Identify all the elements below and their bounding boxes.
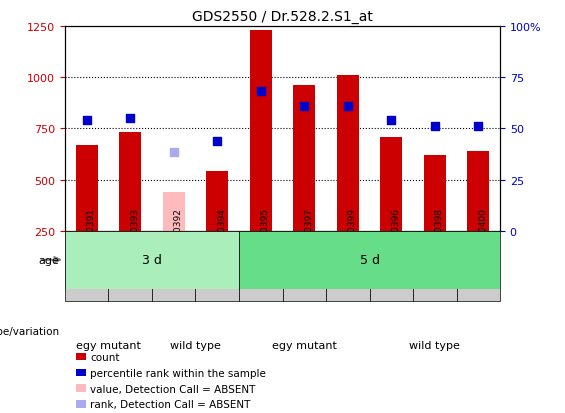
Text: age: age (38, 255, 59, 265)
Bar (457, 231, 500, 301)
Title: GDS2550 / Dr.528.2.S1_at: GDS2550 / Dr.528.2.S1_at (192, 10, 373, 24)
Bar (250, 31, 272, 231)
Bar (326, 231, 370, 301)
Bar (239, 231, 500, 289)
Point (82, 118, 92, 124)
Text: percentile rank within the sample: percentile rank within the sample (90, 368, 266, 378)
Bar (65, 231, 108, 301)
Text: GSM130393: GSM130393 (131, 207, 139, 262)
Point (212, 138, 221, 145)
Point (431, 124, 440, 131)
Text: GSM130395: GSM130395 (261, 207, 270, 262)
Text: count: count (90, 352, 120, 362)
Bar (152, 231, 195, 301)
Bar (424, 156, 446, 231)
Bar (65, 231, 239, 289)
Bar (337, 76, 359, 231)
Text: GSM130399: GSM130399 (347, 207, 357, 262)
Text: GSM130398: GSM130398 (435, 207, 444, 262)
Text: genotype/variation: genotype/variation (0, 326, 59, 337)
Text: GSM130400: GSM130400 (478, 207, 487, 262)
Point (343, 103, 353, 110)
Bar (76, 145, 98, 231)
Bar (370, 231, 413, 301)
Text: value, Detection Call = ABSENT: value, Detection Call = ABSENT (90, 384, 256, 394)
Bar (293, 86, 315, 231)
Text: egy mutant: egy mutant (272, 340, 337, 350)
Text: 3 d: 3 d (142, 254, 162, 267)
Text: egy mutant: egy mutant (76, 340, 141, 350)
Text: GSM130391: GSM130391 (87, 207, 95, 262)
Bar (380, 137, 402, 231)
Text: GSM130397: GSM130397 (304, 207, 313, 262)
Point (473, 124, 483, 131)
Text: GSM130396: GSM130396 (391, 207, 400, 262)
Bar (108, 231, 152, 301)
Bar (239, 231, 282, 301)
Bar (282, 231, 326, 301)
Text: 5 d: 5 d (359, 254, 380, 267)
Bar (467, 152, 489, 231)
Bar (163, 192, 185, 231)
Bar (206, 172, 228, 231)
Text: GSM130394: GSM130394 (217, 207, 226, 262)
Point (170, 149, 179, 156)
Bar (119, 133, 141, 231)
Text: wild type: wild type (170, 340, 221, 350)
Bar (413, 231, 457, 301)
Text: GSM130392: GSM130392 (174, 207, 182, 262)
Point (257, 89, 266, 95)
Point (126, 116, 135, 122)
Point (386, 118, 396, 124)
Text: rank, Detection Call = ABSENT: rank, Detection Call = ABSENT (90, 399, 251, 409)
Bar (195, 231, 239, 301)
Point (299, 103, 308, 110)
Text: wild type: wild type (409, 340, 460, 350)
